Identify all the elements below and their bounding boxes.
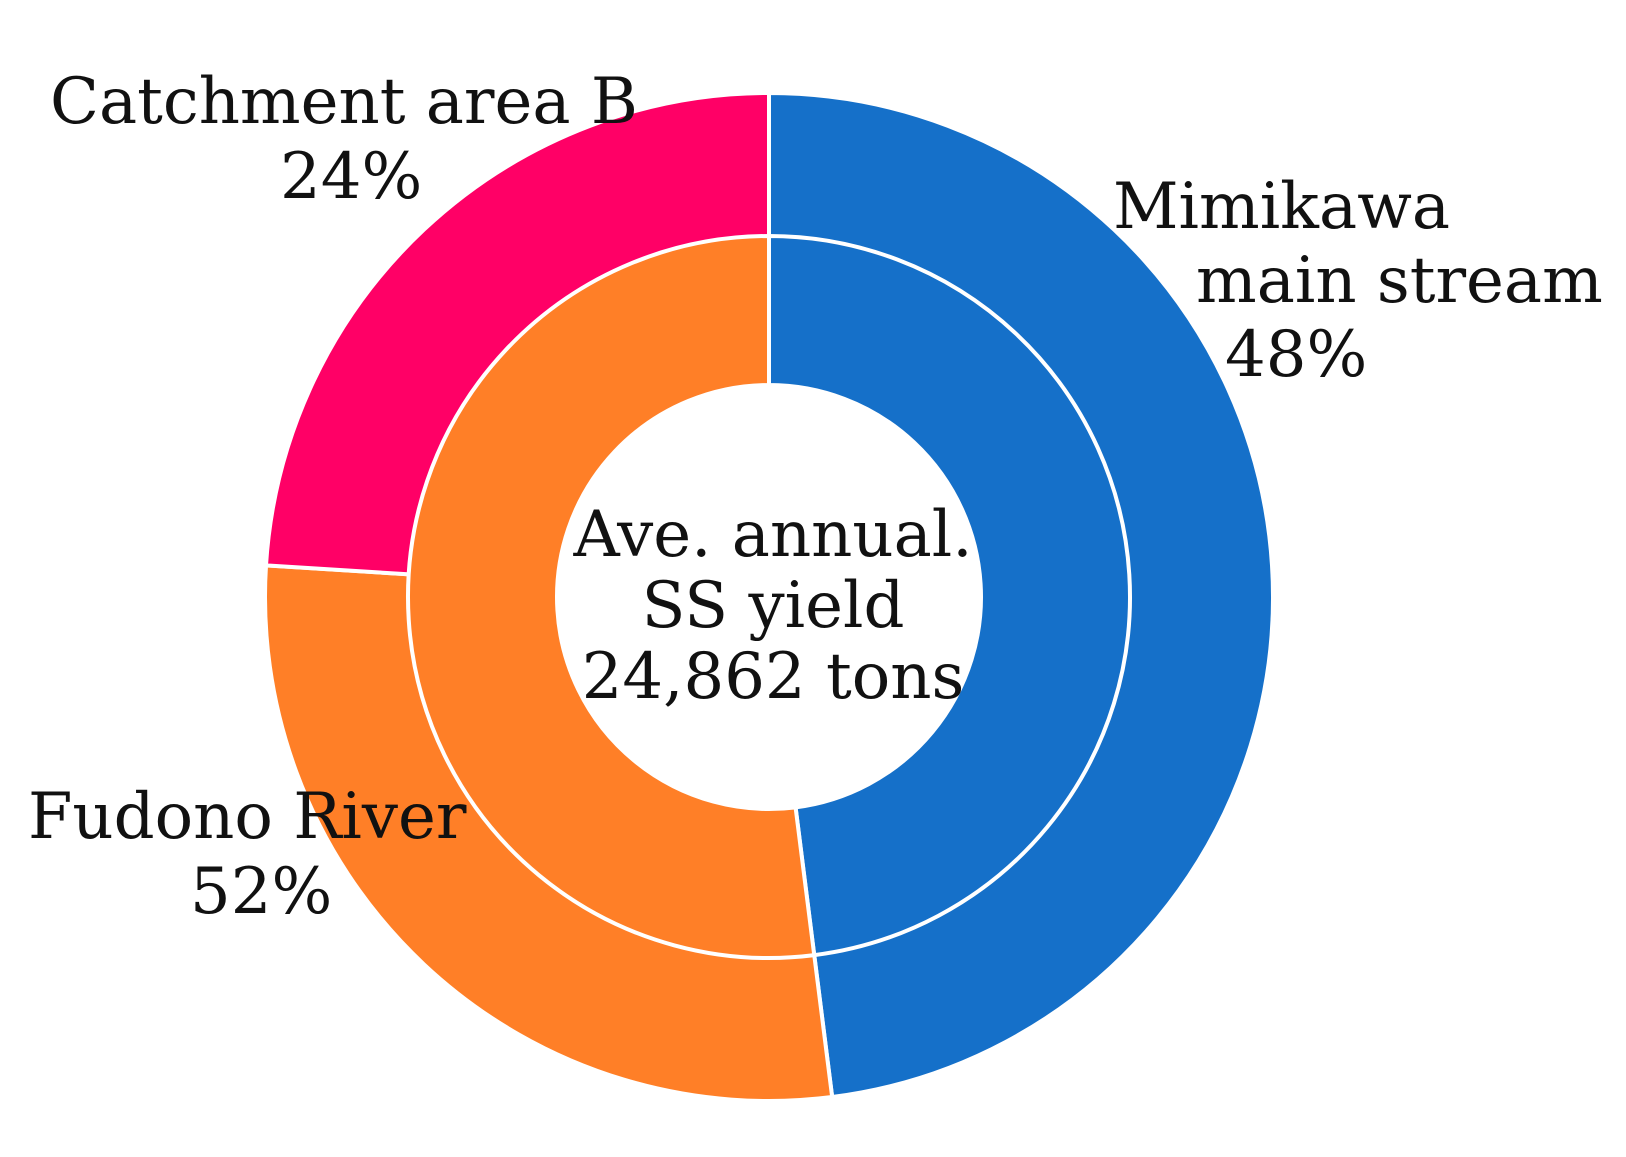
- inner-slice-mimikawa-main-stream: [767, 234, 1132, 958]
- label-mimikawa-name-line-2: main stream: [1196, 244, 1603, 318]
- label-catchment-area-b-value: 24%: [280, 140, 422, 214]
- label-mimikawa-name-line-1: Mimikawa: [1113, 170, 1450, 244]
- label-fudono-river-value: 52%: [190, 855, 332, 929]
- center-label-line-2: SS yield: [642, 569, 905, 643]
- center-label-line-3: 24,862 tons: [582, 640, 965, 714]
- slice-labels: Catchment area B 24% Mimikawa main strea…: [28, 65, 1603, 929]
- inner-slice-fudono-river: [405, 234, 817, 960]
- chart-slices: [263, 91, 1276, 1103]
- label-fudono-river-name: Fudono River: [28, 780, 467, 854]
- center-label-line-1: Ave. annual.: [572, 498, 972, 572]
- label-catchment-area-b-name: Catchment area B: [50, 65, 638, 139]
- label-mimikawa-value: 48%: [1225, 318, 1367, 392]
- center-label: Ave. annual. SS yield 24,862 tons: [572, 498, 972, 714]
